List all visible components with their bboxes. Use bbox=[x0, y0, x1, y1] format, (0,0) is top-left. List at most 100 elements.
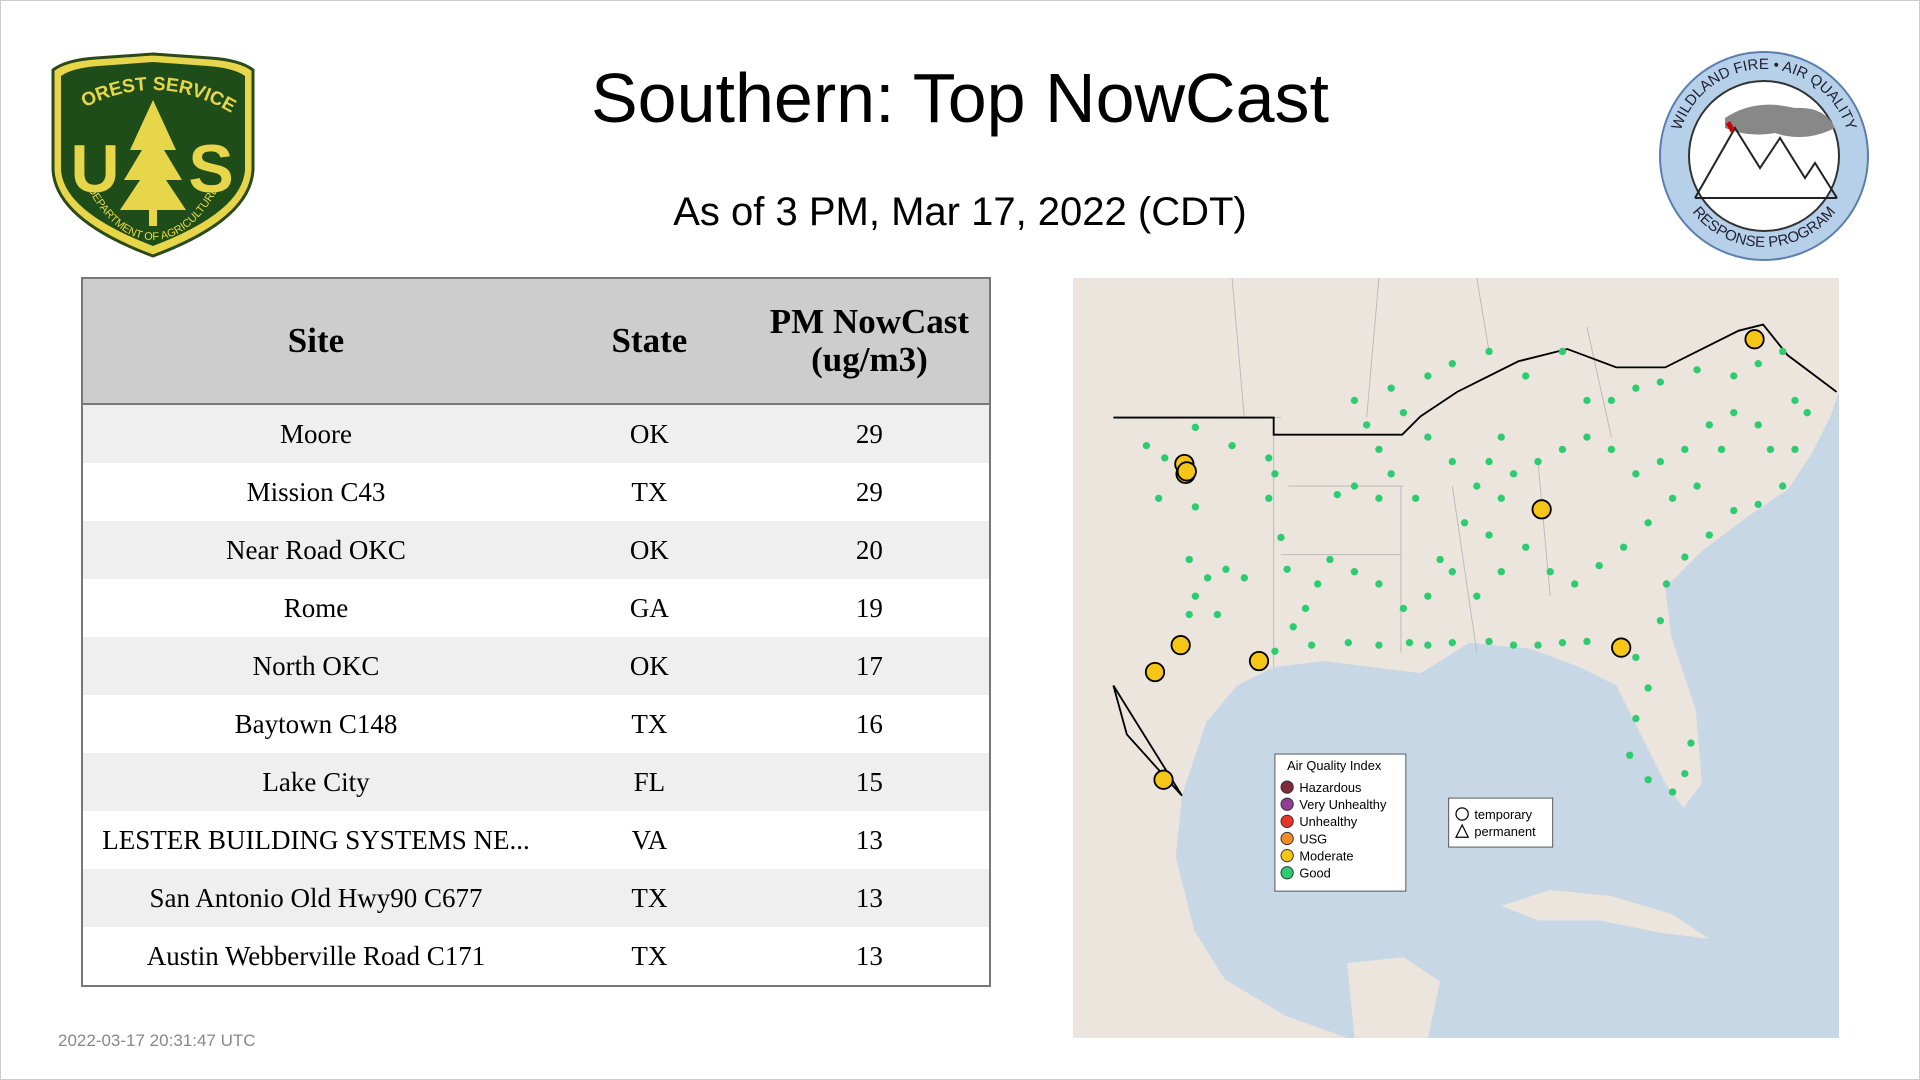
legend-swatch bbox=[1280, 814, 1294, 828]
site-marker bbox=[1387, 470, 1395, 478]
legend-label: Very Unhealthy bbox=[1299, 797, 1387, 812]
site-marker bbox=[1656, 378, 1665, 386]
site-marker bbox=[1693, 482, 1701, 490]
table-cell: TX bbox=[548, 869, 750, 927]
site-marker bbox=[1473, 482, 1481, 490]
site-marker bbox=[1448, 639, 1456, 647]
site-marker bbox=[1607, 396, 1616, 405]
table-cell: 13 bbox=[749, 927, 990, 986]
site-marker bbox=[1656, 457, 1665, 466]
site-marker bbox=[1509, 470, 1518, 478]
site-marker bbox=[1583, 396, 1591, 405]
site-marker bbox=[1730, 372, 1738, 380]
site-marker bbox=[1289, 623, 1297, 631]
site-marker bbox=[1485, 457, 1493, 466]
column-header: PM NowCast (ug/m3) bbox=[749, 278, 990, 405]
site-marker bbox=[1632, 714, 1640, 723]
site-marker bbox=[1344, 639, 1352, 647]
wildland-fire-logo: WILDLAND FIRE • AIR QUALITY RESPONSE PRO… bbox=[1659, 51, 1869, 261]
column-header: State bbox=[548, 278, 750, 405]
site-marker bbox=[1399, 604, 1408, 613]
site-marker bbox=[1791, 396, 1799, 405]
legend-swatch bbox=[1280, 780, 1294, 794]
site-marker bbox=[1571, 580, 1579, 588]
table-row: Moore OK 29 bbox=[82, 404, 990, 463]
site-marker bbox=[1307, 641, 1316, 649]
site-marker bbox=[1497, 568, 1505, 576]
site-marker bbox=[1153, 769, 1174, 790]
table-row: Baytown C148 TX 16 bbox=[82, 695, 990, 753]
legend-label: Moderate bbox=[1299, 849, 1353, 864]
table-cell: TX bbox=[548, 695, 750, 753]
site-marker bbox=[1485, 347, 1493, 356]
site-marker bbox=[1534, 641, 1542, 649]
table-cell: Austin Webberville Road C171 bbox=[82, 927, 549, 986]
site-marker bbox=[1754, 421, 1762, 429]
site-marker bbox=[1185, 555, 1193, 564]
site-marker bbox=[1583, 637, 1591, 646]
site-marker bbox=[1607, 445, 1616, 454]
site-marker bbox=[1611, 637, 1632, 658]
site-marker bbox=[1705, 531, 1713, 539]
table-cell: LESTER BUILDING SYSTEMS NE... bbox=[82, 811, 549, 869]
legend-swatch bbox=[1280, 849, 1294, 863]
table-row: Rome GA 19 bbox=[82, 579, 990, 637]
site-marker bbox=[1705, 421, 1713, 429]
table-cell: Near Road OKC bbox=[82, 521, 549, 579]
table-row: San Antonio Old Hwy90 C677 TX 13 bbox=[82, 869, 990, 927]
site-marker bbox=[1779, 347, 1787, 356]
legend-label: Unhealthy bbox=[1299, 814, 1357, 829]
title: Southern: Top NowCast bbox=[590, 59, 1329, 137]
table-cell: 16 bbox=[749, 695, 990, 753]
table-header: Site State PM NowCast (ug/m3) bbox=[82, 278, 990, 405]
site-marker bbox=[1644, 776, 1652, 784]
table-row: Near Road OKC OK 20 bbox=[82, 521, 990, 579]
site-marker bbox=[1185, 610, 1193, 619]
legend-swatch bbox=[1280, 831, 1294, 846]
table-cell: VA bbox=[548, 811, 750, 869]
site-marker bbox=[1161, 454, 1169, 462]
table-cell: FL bbox=[548, 753, 750, 811]
table-cell: 29 bbox=[749, 404, 990, 463]
site-marker bbox=[1154, 494, 1163, 502]
table-cell: Baytown C148 bbox=[82, 695, 549, 753]
site-marker bbox=[1730, 506, 1738, 515]
site-marker bbox=[1240, 574, 1248, 582]
site-marker bbox=[1213, 610, 1222, 619]
table-row: Austin Webberville Road C171 TX 13 bbox=[82, 927, 990, 986]
forest-service-logo: FOREST SERVICE DEPARTMENT OF AGRICULTURE… bbox=[50, 50, 255, 258]
site-marker bbox=[1424, 372, 1432, 380]
table-cell: 29 bbox=[749, 463, 990, 521]
site-marker bbox=[1142, 442, 1151, 450]
site-marker bbox=[1681, 445, 1689, 454]
site-marker bbox=[1531, 499, 1552, 520]
map: Air Quality Index Hazardous Very Unhealth… bbox=[1073, 278, 1839, 1038]
table-cell: Lake City bbox=[82, 753, 549, 811]
site-marker bbox=[1779, 482, 1787, 490]
site-marker bbox=[1522, 372, 1530, 380]
site-markers bbox=[1142, 329, 1811, 796]
aqi-legend: Air Quality Index Hazardous Very Unhealth… bbox=[1274, 753, 1407, 892]
table-cell: TX bbox=[548, 927, 750, 986]
site-marker bbox=[1375, 494, 1383, 502]
site-marker bbox=[1170, 635, 1191, 656]
table-cell: 13 bbox=[749, 869, 990, 927]
site-marker bbox=[1791, 445, 1799, 454]
shape-legend: temporary permanent bbox=[1448, 797, 1554, 848]
column-header: Site bbox=[82, 278, 549, 405]
legend-label: Good bbox=[1299, 866, 1330, 881]
site-marker bbox=[1363, 421, 1371, 429]
logo-letter: S bbox=[188, 131, 233, 207]
site-marker bbox=[1265, 494, 1273, 502]
table-cell: 19 bbox=[749, 579, 990, 637]
site-marker bbox=[1375, 445, 1383, 454]
table-body: Moore OK 29 Mission C43 TX 29 Near Road OKC OK 2… bbox=[82, 404, 990, 986]
site-marker bbox=[1399, 408, 1408, 417]
table-cell: TX bbox=[548, 463, 750, 521]
site-marker bbox=[1497, 494, 1505, 502]
site-marker bbox=[1497, 433, 1505, 441]
site-marker bbox=[1424, 641, 1432, 649]
site-marker bbox=[1375, 580, 1383, 588]
site-marker bbox=[1448, 360, 1456, 368]
site-marker bbox=[1744, 329, 1765, 350]
